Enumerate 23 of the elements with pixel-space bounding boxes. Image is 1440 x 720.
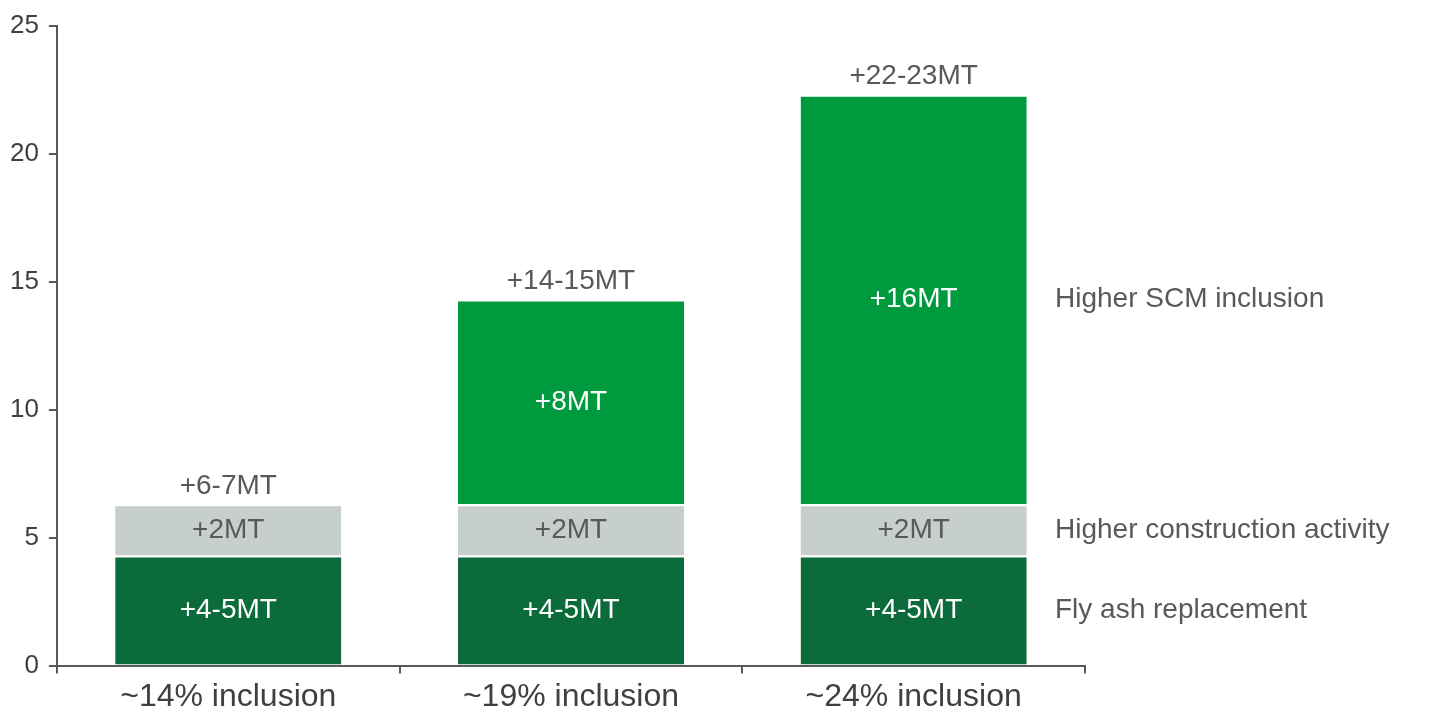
total-label: +22-23MT xyxy=(849,59,978,91)
y-tick-label: 25 xyxy=(10,8,39,39)
data-label: +4-5MT xyxy=(179,592,277,624)
data-label: +4-5MT xyxy=(522,592,620,624)
y-tick-label: 10 xyxy=(10,392,39,423)
data-label: +8MT xyxy=(534,384,608,416)
x-tick-label: ~14% inclusion xyxy=(120,676,337,713)
y-tick-label: 0 xyxy=(24,648,39,679)
x-tick-label: ~19% inclusion xyxy=(462,676,680,713)
x-tick-label: ~24% inclusion xyxy=(805,676,1022,713)
y-tick-label: 5 xyxy=(24,520,39,551)
series-label: Higher construction activity xyxy=(1055,512,1390,544)
data-label: +2MT xyxy=(192,512,265,544)
data-label: +2MT xyxy=(877,512,950,544)
series-label: Fly ash replacement xyxy=(1055,592,1308,624)
data-label: +2MT xyxy=(534,512,608,544)
y-tick-label: 15 xyxy=(10,264,39,295)
data-label: +16MT xyxy=(869,282,958,314)
data-label: +4-5MT xyxy=(865,592,963,624)
total-label: +6-7MT xyxy=(179,469,277,501)
total-label: +14-15MT xyxy=(506,264,636,296)
series-label: Higher SCM inclusion xyxy=(1055,282,1325,314)
y-tick-label: 20 xyxy=(10,136,39,167)
